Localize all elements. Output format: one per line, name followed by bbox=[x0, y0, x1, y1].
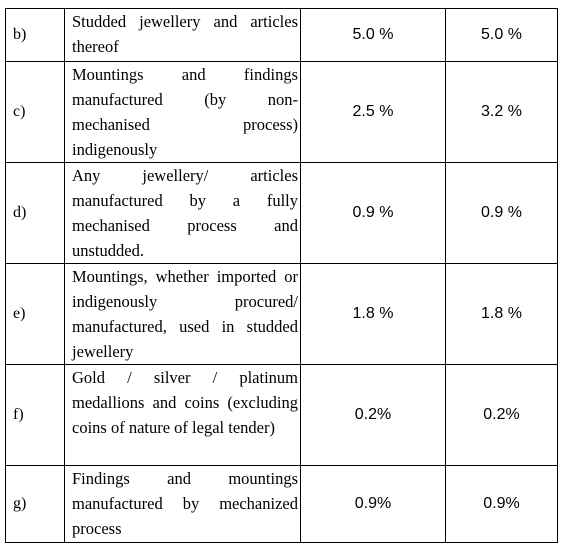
rate: 0.2% bbox=[300, 364, 446, 466]
rate: 2.5 % bbox=[300, 61, 446, 163]
description: Findings and mountings manufactured by m… bbox=[64, 465, 301, 543]
table-row: f) Gold / silver / platinum medallions an… bbox=[5, 364, 558, 466]
table-row: d) Any jewellery/ articles manufactured b… bbox=[5, 162, 558, 264]
rate: 0.9% bbox=[300, 465, 446, 543]
row-label: d) bbox=[5, 162, 65, 264]
rate: 0.2% bbox=[445, 364, 558, 466]
rate: 3.2 % bbox=[445, 61, 558, 163]
rate: 0.9 % bbox=[445, 162, 558, 264]
row-label: b) bbox=[5, 8, 65, 62]
table-row: b) Studded jewellery and articles thereof… bbox=[5, 8, 558, 62]
rate: 0.9% bbox=[445, 465, 558, 543]
table-row: e) Mountings, whether imported or indigen… bbox=[5, 263, 558, 365]
description: Mountings and findings manufactured (by … bbox=[64, 61, 301, 163]
description: Mountings, whether imported or indigenou… bbox=[64, 263, 301, 365]
row-label: c) bbox=[5, 61, 65, 163]
rate: 1.8 % bbox=[445, 263, 558, 365]
row-label: g) bbox=[5, 465, 65, 543]
table-body: b) Studded jewellery and articles thereof… bbox=[5, 8, 558, 543]
rate: 0.9 % bbox=[300, 162, 446, 264]
description: Gold / silver / platinum medallions and … bbox=[64, 364, 301, 466]
row-label: f) bbox=[5, 364, 65, 466]
description: Any jewellery/ articles manufactured by … bbox=[64, 162, 301, 264]
table-row: g) Findings and mountings manufactured by… bbox=[5, 465, 558, 543]
rates-table: b) Studded jewellery and articles thereof… bbox=[5, 8, 558, 543]
rate: 5.0 % bbox=[445, 8, 558, 62]
rate: 5.0 % bbox=[300, 8, 446, 62]
row-label: e) bbox=[5, 263, 65, 365]
description: Studded jewellery and articles thereof bbox=[64, 8, 301, 62]
rate: 1.8 % bbox=[300, 263, 446, 365]
table-row: c) Mountings and findings manufactured (b… bbox=[5, 61, 558, 163]
